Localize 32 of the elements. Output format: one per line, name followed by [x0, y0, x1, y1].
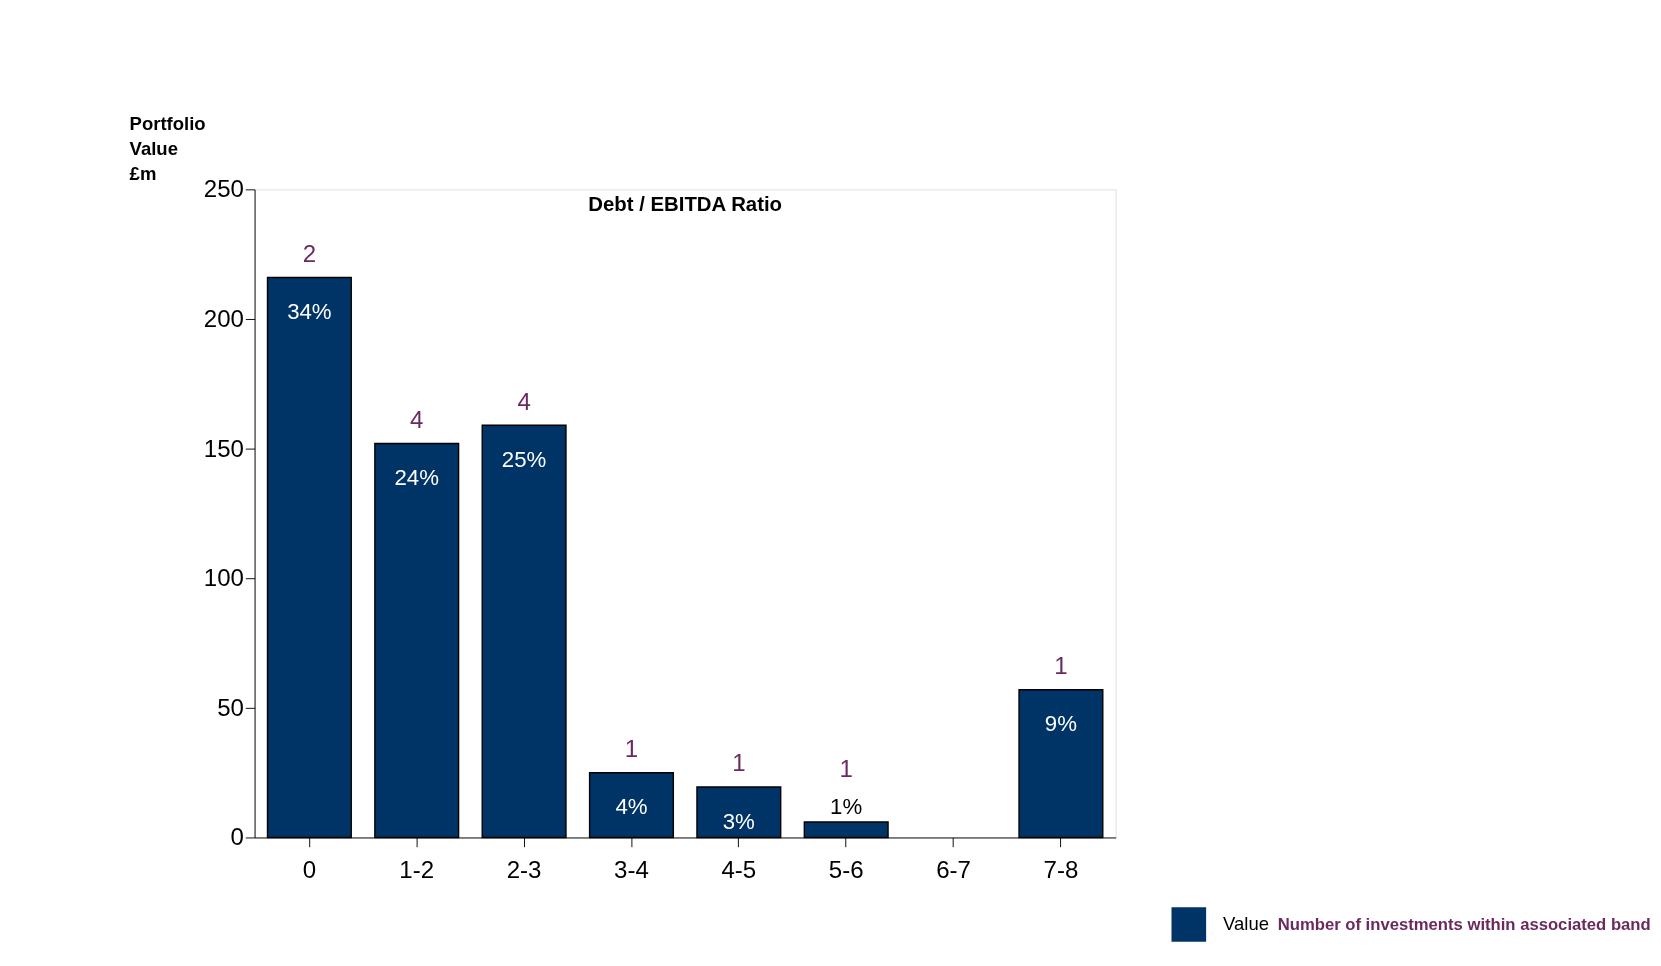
annotation: 1: [839, 755, 853, 783]
y-axis-title: Portfolio Value £m: [129, 113, 206, 185]
text: Number of investments within associated band: [1277, 915, 1651, 935]
text: 1%: [830, 793, 863, 819]
x-tick-label: 4-5: [721, 855, 757, 883]
x-tick-label: 2-3: [506, 855, 542, 883]
x-tick-label: 6-7: [936, 855, 971, 883]
text: 9%: [1044, 711, 1077, 737]
y-tick-label: 150: [203, 434, 244, 462]
annotation: 4: [410, 405, 424, 433]
text: 3%: [722, 808, 755, 834]
text: 34%: [287, 299, 332, 325]
text: 4%: [615, 794, 648, 820]
x-tick-label: 1-2: [399, 855, 435, 883]
x-tick-label: 5-6: [828, 855, 864, 883]
annotation: 2: [302, 239, 317, 267]
y-tick-label: 200: [203, 304, 244, 332]
legend-label: Value: [1223, 913, 1270, 935]
annotation: 1: [732, 749, 746, 777]
y-tick-label: 0: [230, 823, 244, 851]
y-tick-label: 100: [203, 564, 244, 592]
annotation: 4: [517, 387, 531, 415]
x-tick-label: 0: [302, 855, 317, 883]
x-tick-label: 7-8: [1043, 855, 1079, 883]
y-tick-label: 50: [217, 693, 244, 721]
x-tick-label: 3-4: [614, 855, 649, 883]
text: 24%: [394, 465, 439, 491]
chart-title: Debt / EBITDA Ratio: [588, 192, 783, 215]
annotation: 1: [1054, 651, 1068, 679]
y-tick-label: 250: [203, 175, 244, 203]
text: 25%: [501, 446, 547, 472]
annotation: 1: [624, 734, 639, 762]
